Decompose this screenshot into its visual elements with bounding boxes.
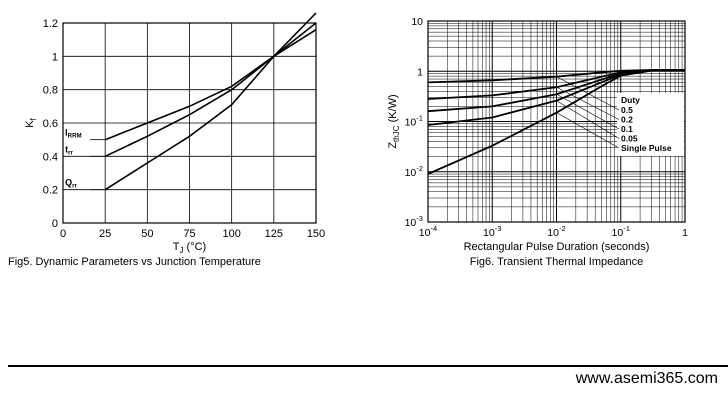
y-tick-label: 0.4 <box>43 151 58 163</box>
y-tick-label: 10-1 <box>405 114 423 129</box>
legend-label-3: 0.05 <box>621 134 638 144</box>
legend-leader-2 <box>556 93 620 130</box>
y-tick-label: 1.2 <box>43 18 58 30</box>
y-tick-label: 1 <box>52 51 58 63</box>
x-axis-label: TJ (°C) <box>173 241 206 255</box>
series-label-t_rr: trr <box>65 144 73 156</box>
plot-frame <box>427 20 686 223</box>
x-tick-label: 100 <box>222 228 240 240</box>
x-tick-label: 10-3 <box>483 224 501 239</box>
y-tick-label: 1 <box>417 66 423 78</box>
x-tick-label: 10-4 <box>419 224 437 239</box>
x-axis-label: Rectangular Pulse Duration (seconds) <box>464 241 650 253</box>
legend-leader-1 <box>556 87 620 120</box>
chart-fig5: 0 25 50 75 100 125 150 0 0.2 0.4 0.6 0.8 1 1.2 IRRM trr… <box>8 12 325 268</box>
x-tick-label: 10-2 <box>547 224 565 239</box>
legend-title: Duty <box>621 95 640 105</box>
y-tick-label: 0.2 <box>43 185 58 197</box>
x-tick-label: 75 <box>183 228 195 240</box>
legend-label-2: 0.1 <box>621 124 633 134</box>
series-line-I_RRM <box>104 29 317 141</box>
footer-divider <box>8 365 728 367</box>
legend-leader-0 <box>556 76 620 111</box>
x-tick-label: 125 <box>265 228 283 240</box>
plot-frame <box>62 22 317 224</box>
legend-leader-4 <box>556 112 620 149</box>
x-tick-label: 50 <box>141 228 153 240</box>
legend-background <box>617 93 684 156</box>
legend-label-0: 0.5 <box>621 105 633 115</box>
legend-label-1: 0.2 <box>621 115 633 125</box>
x-tick-label: 0 <box>60 228 66 240</box>
y-tick-label: 0.6 <box>43 118 58 130</box>
x-tick-label: 150 <box>307 228 325 240</box>
y-tick-label: 10-2 <box>405 164 423 179</box>
legend-label-4: Single Pulse <box>621 143 672 153</box>
x-tick-label: 1 <box>682 227 688 239</box>
chart-title: Fig6. Transient Thermal Impedance <box>470 256 643 268</box>
y-axis-label: ZthJC (K/W) <box>387 94 401 148</box>
footer-url[interactable]: www.asemi365.com <box>575 370 718 387</box>
series-label-Q_rr: Qrr <box>65 178 77 190</box>
y-tick-label: 0.8 <box>43 85 58 97</box>
y-tick-label: 10 <box>411 16 423 28</box>
y-axis-label: Kf <box>24 117 38 127</box>
chart-title: Fig5. Dynamic Parameters vs Junction Tem… <box>8 256 261 268</box>
y-tick-label: 10-3 <box>405 214 423 229</box>
series-line-t_rr <box>104 22 317 158</box>
x-tick-label: 10-1 <box>612 224 630 239</box>
series-label-I_RRM: IRRM <box>65 128 81 140</box>
series-line-Q_rr <box>104 12 317 191</box>
series-line-4 <box>427 69 686 175</box>
y-tick-label: 0 <box>52 218 58 230</box>
x-tick-label: 25 <box>99 228 111 240</box>
